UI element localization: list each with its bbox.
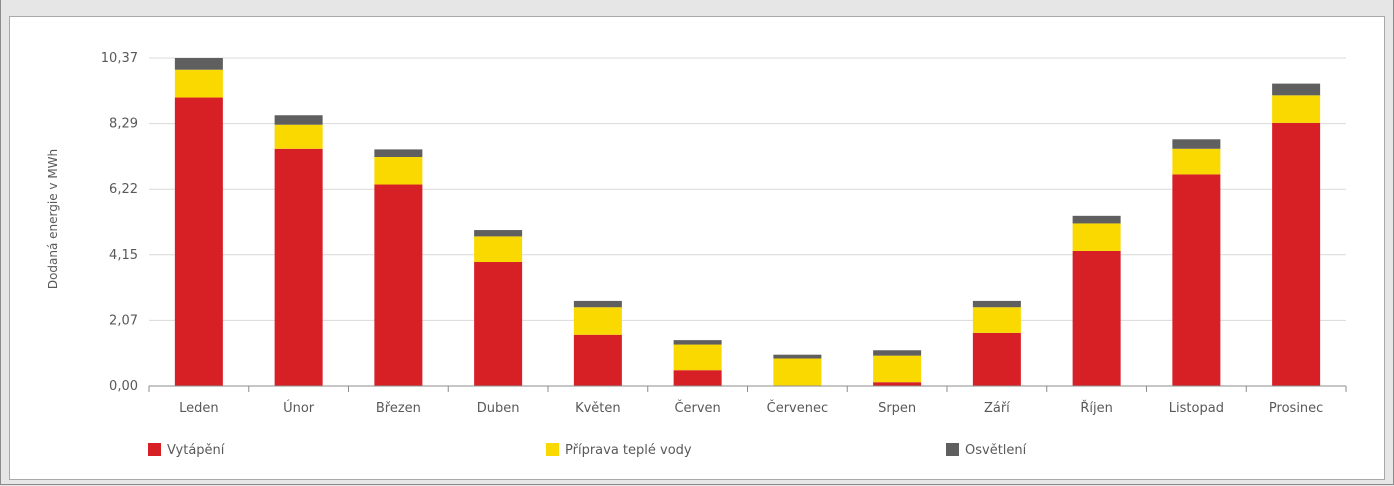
bar-segment	[274, 115, 323, 125]
stacked-bar-chart: 0,00 2,07 4,15 6,22 8,29 10,37 Leden Únor Březen…	[46, 51, 1347, 458]
bar-segment	[873, 350, 922, 356]
y-tick-label: 0,00	[109, 379, 138, 394]
bar-segment	[972, 300, 1021, 308]
axis-labels: 0,00 2,07 4,15 6,22 8,29 10,37 Leden Únor Březen…	[101, 51, 1324, 416]
axes	[148, 385, 1347, 392]
bar-segment	[773, 358, 822, 386]
legend-swatch	[546, 443, 559, 456]
bar-segment	[972, 307, 1021, 333]
bar-segment	[873, 382, 922, 386]
x-tick-label: Srpen	[878, 401, 916, 416]
y-tick-label: 2,07	[109, 313, 138, 328]
x-tick-label: Červenec	[767, 400, 829, 416]
bar-segment	[474, 262, 523, 386]
bar-segment	[274, 148, 323, 386]
legend-swatch	[946, 443, 959, 456]
bar-segment	[573, 300, 622, 308]
bar-segment	[673, 370, 722, 386]
bar-segment	[1272, 122, 1321, 387]
bar-segment	[573, 307, 622, 335]
x-tick-label: Září	[984, 401, 1010, 416]
bar-segment	[174, 97, 223, 387]
x-tick-label: Prosinec	[1269, 401, 1323, 416]
bar-segment	[374, 157, 423, 185]
x-tick-label: Březen	[376, 401, 421, 416]
x-tick-label: Duben	[477, 401, 520, 416]
x-tick-label: Listopad	[1169, 401, 1224, 416]
bar-segment	[1172, 174, 1221, 386]
bar-segment	[773, 354, 822, 359]
y-tick-label: 4,15	[109, 248, 138, 263]
bar-segment	[1072, 250, 1121, 386]
legend-label: Příprava teplé vody	[565, 443, 692, 458]
bars	[174, 58, 1321, 387]
x-tick-label: Květen	[575, 401, 621, 416]
bar-segment	[1172, 139, 1221, 149]
bar-segment	[972, 332, 1021, 386]
bar-segment	[573, 334, 622, 386]
bar-segment	[1072, 223, 1121, 251]
bar-segment	[274, 124, 323, 149]
bar-segment	[174, 58, 223, 70]
x-tick-label: Říjen	[1080, 400, 1113, 416]
y-tick-label: 8,29	[109, 117, 138, 132]
legend-label: Vytápění	[167, 443, 225, 458]
legend: Vytápění Příprava teplé vody Osvětlení	[148, 443, 1027, 458]
legend-label: Osvětlení	[965, 443, 1027, 458]
y-axis-label: Dodaná energie v MWh	[46, 149, 60, 289]
legend-swatch	[148, 443, 161, 456]
gridlines	[149, 57, 1346, 321]
bar-segment	[1272, 83, 1321, 96]
x-tick-label: Červen	[674, 400, 720, 416]
y-tick-label: 10,37	[101, 51, 138, 66]
chart-panel: 0,00 2,07 4,15 6,22 8,29 10,37 Leden Únor Březen…	[9, 16, 1385, 480]
x-tick-label: Únor	[283, 400, 315, 416]
y-tick-label: 6,22	[109, 182, 138, 197]
bar-segment	[374, 149, 423, 158]
bar-segment	[673, 340, 722, 345]
bar-segment	[873, 355, 922, 383]
x-tick-label: Leden	[179, 401, 219, 416]
bar-segment	[673, 344, 722, 371]
bar-segment	[374, 184, 423, 386]
bar-segment	[474, 236, 523, 263]
bar-segment	[174, 69, 223, 98]
bar-segment	[474, 230, 523, 237]
bar-segment	[1272, 95, 1321, 123]
bar-segment	[1072, 215, 1121, 224]
bar-segment	[1172, 148, 1221, 175]
